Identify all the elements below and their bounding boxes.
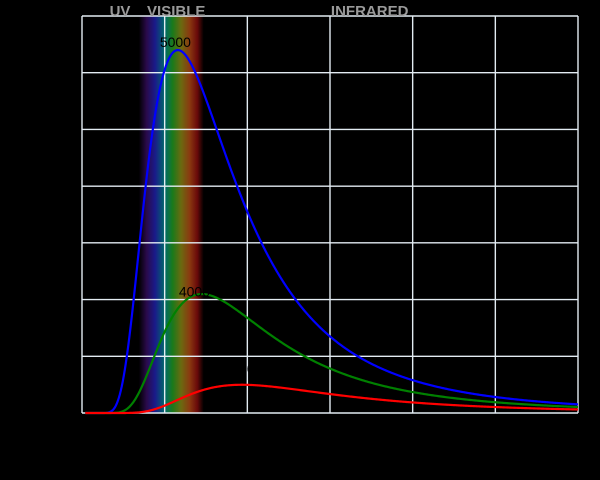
curve-label-4000: 4000 bbox=[179, 284, 210, 300]
curve-label-5000: 5000 bbox=[160, 34, 191, 50]
curve-label-3000: 3000 bbox=[223, 360, 254, 376]
region-label-visible: VISIBLE bbox=[147, 3, 205, 20]
region-label-uv: UV bbox=[110, 3, 131, 20]
region-labels: UV VISIBLE INFRARED bbox=[110, 3, 409, 20]
spectrum-rect bbox=[139, 16, 204, 413]
region-label-infrared: INFRARED bbox=[331, 3, 409, 20]
visible-spectrum-band bbox=[139, 16, 204, 413]
